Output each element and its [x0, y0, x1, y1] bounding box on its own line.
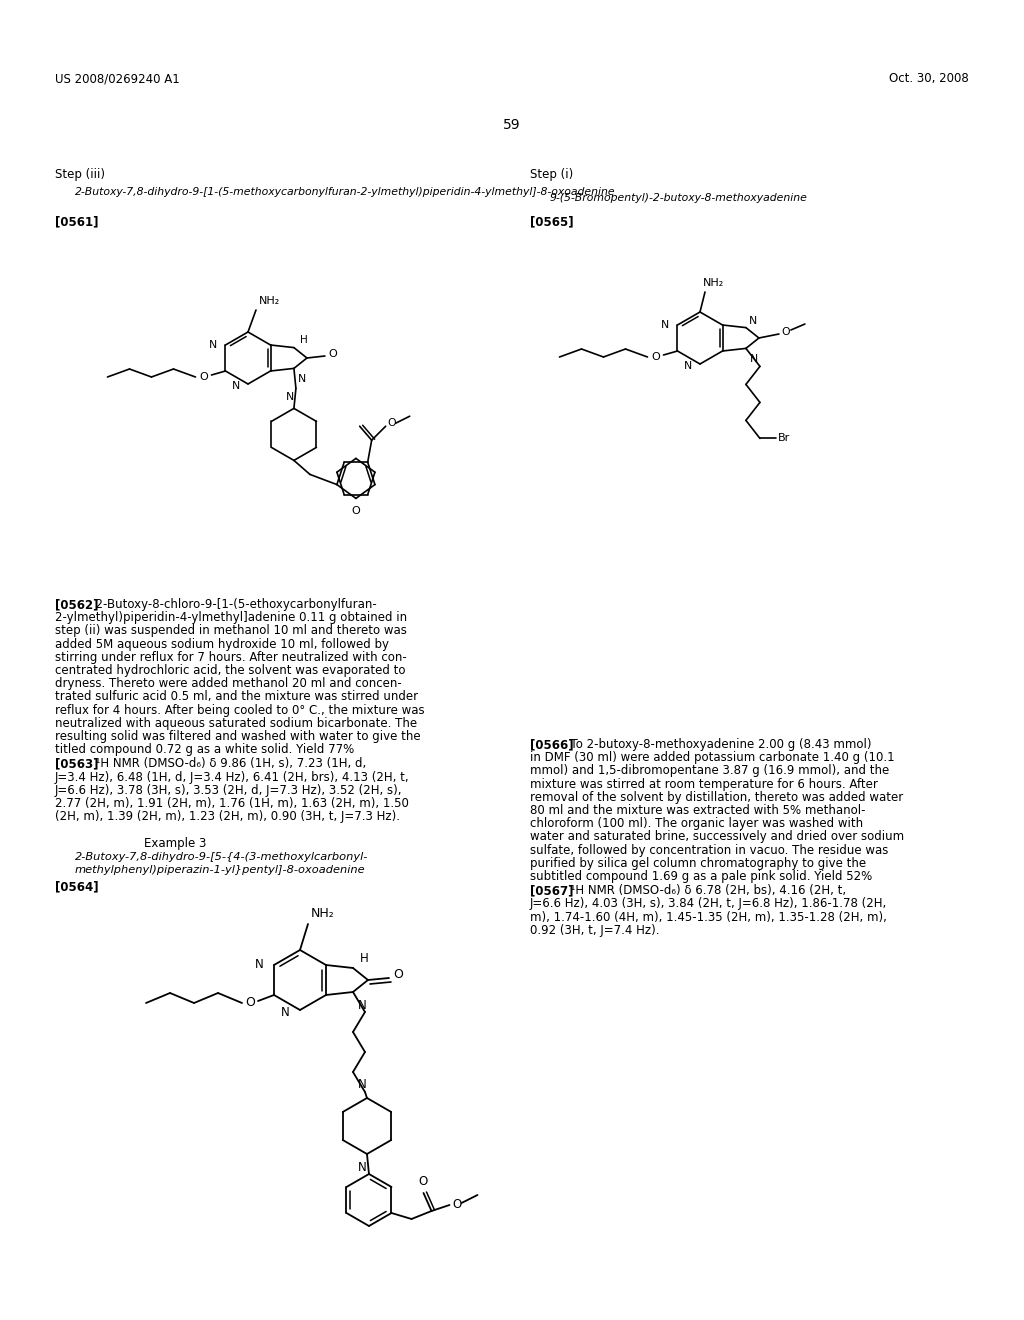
- Text: trated sulfuric acid 0.5 ml, and the mixture was stirred under: trated sulfuric acid 0.5 ml, and the mix…: [55, 690, 418, 704]
- Text: [0563]: [0563]: [55, 758, 102, 771]
- Text: (2H, m), 1.39 (2H, m), 1.23 (2H, m), 0.90 (3H, t, J=7.3 Hz).: (2H, m), 1.39 (2H, m), 1.23 (2H, m), 0.9…: [55, 810, 400, 824]
- Text: centrated hydrochloric acid, the solvent was evaporated to: centrated hydrochloric acid, the solvent…: [55, 664, 406, 677]
- Text: NH₂: NH₂: [259, 296, 281, 306]
- Text: J=3.4 Hz), 6.48 (1H, d, J=3.4 Hz), 6.41 (2H, brs), 4.13 (2H, t,: J=3.4 Hz), 6.48 (1H, d, J=3.4 Hz), 6.41 …: [55, 771, 410, 784]
- Text: purified by silica gel column chromatography to give the: purified by silica gel column chromatogr…: [530, 857, 866, 870]
- Text: N: N: [750, 354, 758, 364]
- Text: 0.92 (3H, t, J=7.4 Hz).: 0.92 (3H, t, J=7.4 Hz).: [530, 924, 659, 937]
- Text: subtitled compound 1.69 g as a pale pink solid. Yield 52%: subtitled compound 1.69 g as a pale pink…: [530, 870, 872, 883]
- Text: N: N: [282, 1006, 290, 1019]
- Text: To 2-butoxy-8-methoxyadenine 2.00 g (8.43 mmol): To 2-butoxy-8-methoxyadenine 2.00 g (8.4…: [563, 738, 871, 751]
- Text: N: N: [662, 319, 670, 330]
- Text: removal of the solvent by distillation, thereto was added water: removal of the solvent by distillation, …: [530, 791, 903, 804]
- Text: titled compound 0.72 g as a white solid. Yield 77%: titled compound 0.72 g as a white solid.…: [55, 743, 354, 756]
- Text: [0561]: [0561]: [55, 215, 98, 228]
- Text: Oct. 30, 2008: Oct. 30, 2008: [889, 73, 969, 84]
- Text: O: O: [419, 1175, 428, 1188]
- Text: [0565]: [0565]: [530, 215, 573, 228]
- Text: Step (i): Step (i): [530, 168, 573, 181]
- Text: ¹H NMR (DMSO-d₆) δ 6.78 (2H, bs), 4.16 (2H, t,: ¹H NMR (DMSO-d₆) δ 6.78 (2H, bs), 4.16 (…: [563, 884, 847, 898]
- Text: Br: Br: [778, 433, 791, 444]
- Text: [0566]: [0566]: [530, 738, 578, 751]
- Text: N: N: [209, 341, 217, 350]
- Text: 2-Butoxy-7,8-dihydro-9-[1-(5-methoxycarbonylfuran-2-ylmethyl)piperidin-4-ylmethy: 2-Butoxy-7,8-dihydro-9-[1-(5-methoxycarb…: [75, 187, 615, 197]
- Text: 2-Butoxy-7,8-dihydro-9-[5-{4-(3-methoxylcarbonyl-: 2-Butoxy-7,8-dihydro-9-[5-{4-(3-methoxyl…: [75, 851, 369, 862]
- Text: N: N: [255, 958, 264, 972]
- Text: 9-(5-Bromopentyl)-2-butoxy-8-methoxyadenine: 9-(5-Bromopentyl)-2-butoxy-8-methoxyaden…: [550, 193, 808, 203]
- Text: mmol) and 1,5-dibromopentane 3.87 g (16.9 mmol), and the: mmol) and 1,5-dibromopentane 3.87 g (16.…: [530, 764, 889, 777]
- Text: O: O: [351, 507, 360, 516]
- Text: N: N: [231, 381, 240, 391]
- Text: [0564]: [0564]: [55, 880, 98, 894]
- Text: J=6.6 Hz), 4.03 (3H, s), 3.84 (2H, t, J=6.8 Hz), 1.86-1.78 (2H,: J=6.6 Hz), 4.03 (3H, s), 3.84 (2H, t, J=…: [530, 898, 887, 911]
- Text: stirring under reflux for 7 hours. After neutralized with con-: stirring under reflux for 7 hours. After…: [55, 651, 407, 664]
- Text: chloroform (100 ml). The organic layer was washed with: chloroform (100 ml). The organic layer w…: [530, 817, 863, 830]
- Text: N: N: [357, 1078, 367, 1092]
- Text: water and saturated brine, successively and dried over sodium: water and saturated brine, successively …: [530, 830, 904, 843]
- Text: dryness. Thereto were added methanol 20 ml and concen-: dryness. Thereto were added methanol 20 …: [55, 677, 401, 690]
- Text: O: O: [781, 327, 790, 337]
- Text: resulting solid was filtered and washed with water to give the: resulting solid was filtered and washed …: [55, 730, 421, 743]
- Text: [0562]: [0562]: [55, 598, 102, 611]
- Text: 2-Butoxy-8-chloro-9-[1-(5-ethoxycarbonylfuran-: 2-Butoxy-8-chloro-9-[1-(5-ethoxycarbonyl…: [88, 598, 377, 611]
- Text: NH₂: NH₂: [311, 907, 335, 920]
- Text: N: N: [286, 392, 294, 403]
- Text: Step (iii): Step (iii): [55, 168, 105, 181]
- Text: reflux for 4 hours. After being cooled to 0° C., the mixture was: reflux for 4 hours. After being cooled t…: [55, 704, 425, 717]
- Text: NH₂: NH₂: [703, 279, 724, 288]
- Text: N: N: [298, 375, 306, 384]
- Text: 2.77 (2H, m), 1.91 (2H, m), 1.76 (1H, m), 1.63 (2H, m), 1.50: 2.77 (2H, m), 1.91 (2H, m), 1.76 (1H, m)…: [55, 797, 409, 810]
- Text: step (ii) was suspended in methanol 10 ml and thereto was: step (ii) was suspended in methanol 10 m…: [55, 624, 407, 638]
- Text: O: O: [453, 1199, 462, 1212]
- Text: N: N: [358, 999, 367, 1012]
- Text: [0567]: [0567]: [530, 884, 578, 898]
- Text: in DMF (30 ml) were added potassium carbonate 1.40 g (10.1: in DMF (30 ml) were added potassium carb…: [530, 751, 895, 764]
- Text: methylphenyl)piperazin-1-yl}pentyl]-8-oxoadenine: methylphenyl)piperazin-1-yl}pentyl]-8-ox…: [75, 865, 366, 875]
- Text: US 2008/0269240 A1: US 2008/0269240 A1: [55, 73, 180, 84]
- Text: O: O: [388, 418, 396, 428]
- Text: 2-ylmethyl)piperidin-4-ylmethyl]adenine 0.11 g obtained in: 2-ylmethyl)piperidin-4-ylmethyl]adenine …: [55, 611, 408, 624]
- Text: H: H: [360, 953, 369, 965]
- Text: m), 1.74-1.60 (4H, m), 1.45-1.35 (2H, m), 1.35-1.28 (2H, m),: m), 1.74-1.60 (4H, m), 1.45-1.35 (2H, m)…: [530, 911, 887, 924]
- Text: O: O: [328, 348, 337, 359]
- Text: O: O: [393, 969, 402, 982]
- Text: N: N: [684, 360, 692, 371]
- Text: mixture was stirred at room temperature for 6 hours. After: mixture was stirred at room temperature …: [530, 777, 878, 791]
- Text: sulfate, followed by concentration in vacuo. The residue was: sulfate, followed by concentration in va…: [530, 843, 889, 857]
- Text: O: O: [199, 372, 208, 381]
- Text: J=6.6 Hz), 3.78 (3H, s), 3.53 (2H, d, J=7.3 Hz), 3.52 (2H, s),: J=6.6 Hz), 3.78 (3H, s), 3.53 (2H, d, J=…: [55, 784, 402, 797]
- Text: ¹H NMR (DMSO-d₆) δ 9.86 (1H, s), 7.23 (1H, d,: ¹H NMR (DMSO-d₆) δ 9.86 (1H, s), 7.23 (1…: [88, 758, 367, 771]
- Text: H: H: [300, 334, 307, 345]
- Text: 59: 59: [503, 117, 521, 132]
- Text: 80 ml and the mixture was extracted with 5% methanol-: 80 ml and the mixture was extracted with…: [530, 804, 865, 817]
- Text: O: O: [651, 352, 659, 362]
- Text: neutralized with aqueous saturated sodium bicarbonate. The: neutralized with aqueous saturated sodiu…: [55, 717, 417, 730]
- Text: O: O: [245, 997, 255, 1010]
- Text: N: N: [749, 315, 757, 326]
- Text: added 5M aqueous sodium hydroxide 10 ml, followed by: added 5M aqueous sodium hydroxide 10 ml,…: [55, 638, 389, 651]
- Text: N: N: [357, 1162, 367, 1173]
- Text: Example 3: Example 3: [143, 837, 206, 850]
